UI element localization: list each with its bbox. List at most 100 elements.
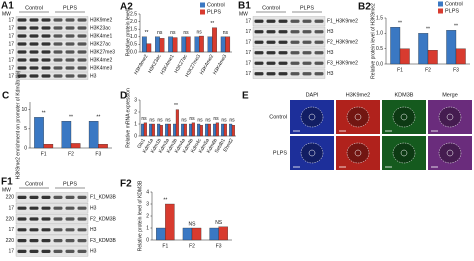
mw-value: 17 — [8, 33, 14, 39]
column-label: KDM3B — [395, 92, 414, 98]
follicle-outline — [438, 142, 462, 164]
blot-strip — [15, 40, 89, 48]
follicle-outline — [392, 142, 416, 164]
row-label: H3K27me3 — [90, 49, 115, 55]
y-tick-label: 1.0 — [130, 34, 137, 40]
bar — [215, 122, 219, 137]
bar — [70, 143, 81, 149]
significance: ns — [141, 116, 147, 122]
significance: ns — [157, 117, 163, 123]
x-tick-label: F3 — [95, 151, 101, 157]
row-label: H3K4me3 — [90, 65, 112, 71]
bar — [183, 123, 187, 137]
blot-band — [290, 72, 300, 76]
row-label: H3K9me2 — [90, 17, 112, 23]
group-label: PLPS — [63, 181, 77, 187]
blot-strip — [15, 24, 89, 32]
x-tick-label: F3 — [216, 243, 222, 249]
significance: ns — [157, 30, 163, 36]
y-axis-label: Relative mRNA expression — [125, 88, 131, 148]
blot-band — [77, 42, 87, 46]
blot-band — [290, 30, 300, 34]
blot-band — [290, 51, 300, 55]
bar — [143, 122, 147, 137]
blot-band — [53, 217, 63, 221]
panel-letter: B2 — [358, 2, 371, 13]
legend-swatch — [200, 9, 205, 15]
blot-strip — [15, 224, 89, 235]
blot-strip — [15, 213, 89, 225]
blot-band — [254, 51, 264, 55]
panel-letter: D — [120, 91, 127, 102]
mw-label: MW — [2, 187, 11, 193]
blot-band — [41, 26, 51, 30]
row-label: F3_KDM3B — [90, 238, 117, 244]
bar — [165, 203, 175, 241]
blot-band — [53, 195, 63, 199]
bar — [207, 36, 213, 53]
y-tick-label: 3 — [134, 97, 137, 103]
bar — [390, 27, 401, 65]
significance: ns — [197, 29, 203, 35]
legend-label: Control — [207, 2, 225, 8]
blot-strip — [15, 203, 89, 214]
significance: ** — [69, 114, 73, 120]
row-label: H3 — [327, 29, 334, 35]
bar — [151, 123, 155, 137]
mw-value: 220 — [6, 238, 15, 244]
bar — [168, 36, 174, 53]
mw-value: 17 — [8, 17, 14, 23]
bar — [61, 121, 72, 149]
blot-band — [65, 249, 75, 253]
group-label: PLPS — [300, 5, 314, 11]
blot-band — [41, 58, 51, 62]
blot-band — [302, 72, 312, 76]
blot-band — [29, 217, 39, 221]
blot-band — [29, 42, 39, 46]
panel-letter: A1 — [1, 1, 14, 12]
y-tick-label: 0.5 — [376, 46, 383, 52]
mw-value: 17 — [245, 61, 251, 67]
y-tick-label: 0 — [24, 145, 27, 151]
bar — [141, 123, 145, 137]
blot-band — [17, 50, 27, 54]
y-tick-label: 2 — [146, 213, 149, 219]
bar — [182, 227, 193, 241]
blot-band — [77, 18, 87, 22]
legend-label: Control — [445, 1, 463, 7]
y-tick-label: 0 — [146, 237, 149, 243]
blot-band — [29, 249, 39, 253]
blot-strip — [252, 47, 326, 58]
y-tick-label: 1.5 — [376, 15, 383, 21]
x-tick-label: F1 — [41, 151, 47, 157]
significance: ns — [189, 116, 195, 122]
x-tick-label: F3 — [453, 67, 459, 73]
bar — [209, 227, 219, 241]
micrograph — [382, 100, 426, 134]
significance: ns — [205, 117, 211, 123]
blot-strip — [15, 32, 89, 40]
row-label: F3_H3K9me2 — [327, 61, 358, 67]
blot-band — [41, 42, 51, 46]
blot-band — [29, 18, 39, 22]
row-label: F2_KDM3B — [90, 216, 117, 222]
row-label: H3 — [90, 206, 97, 212]
mw-value: 17 — [245, 40, 251, 46]
oocyte — [400, 149, 408, 157]
blot-band — [41, 217, 51, 221]
legend-label: PLPS — [207, 9, 221, 15]
column-label: Merge — [442, 92, 458, 98]
blot-band — [65, 18, 75, 22]
significance: ** — [145, 30, 149, 36]
blot-band — [17, 26, 27, 30]
significance: ** — [96, 114, 100, 120]
oocyte — [446, 113, 454, 121]
micrograph — [382, 136, 426, 170]
significance: ** — [426, 27, 430, 33]
bar — [159, 38, 165, 53]
blot-band — [65, 66, 75, 70]
blot-band — [29, 228, 39, 232]
row-label: Control — [269, 114, 287, 120]
blot-band — [65, 217, 75, 221]
